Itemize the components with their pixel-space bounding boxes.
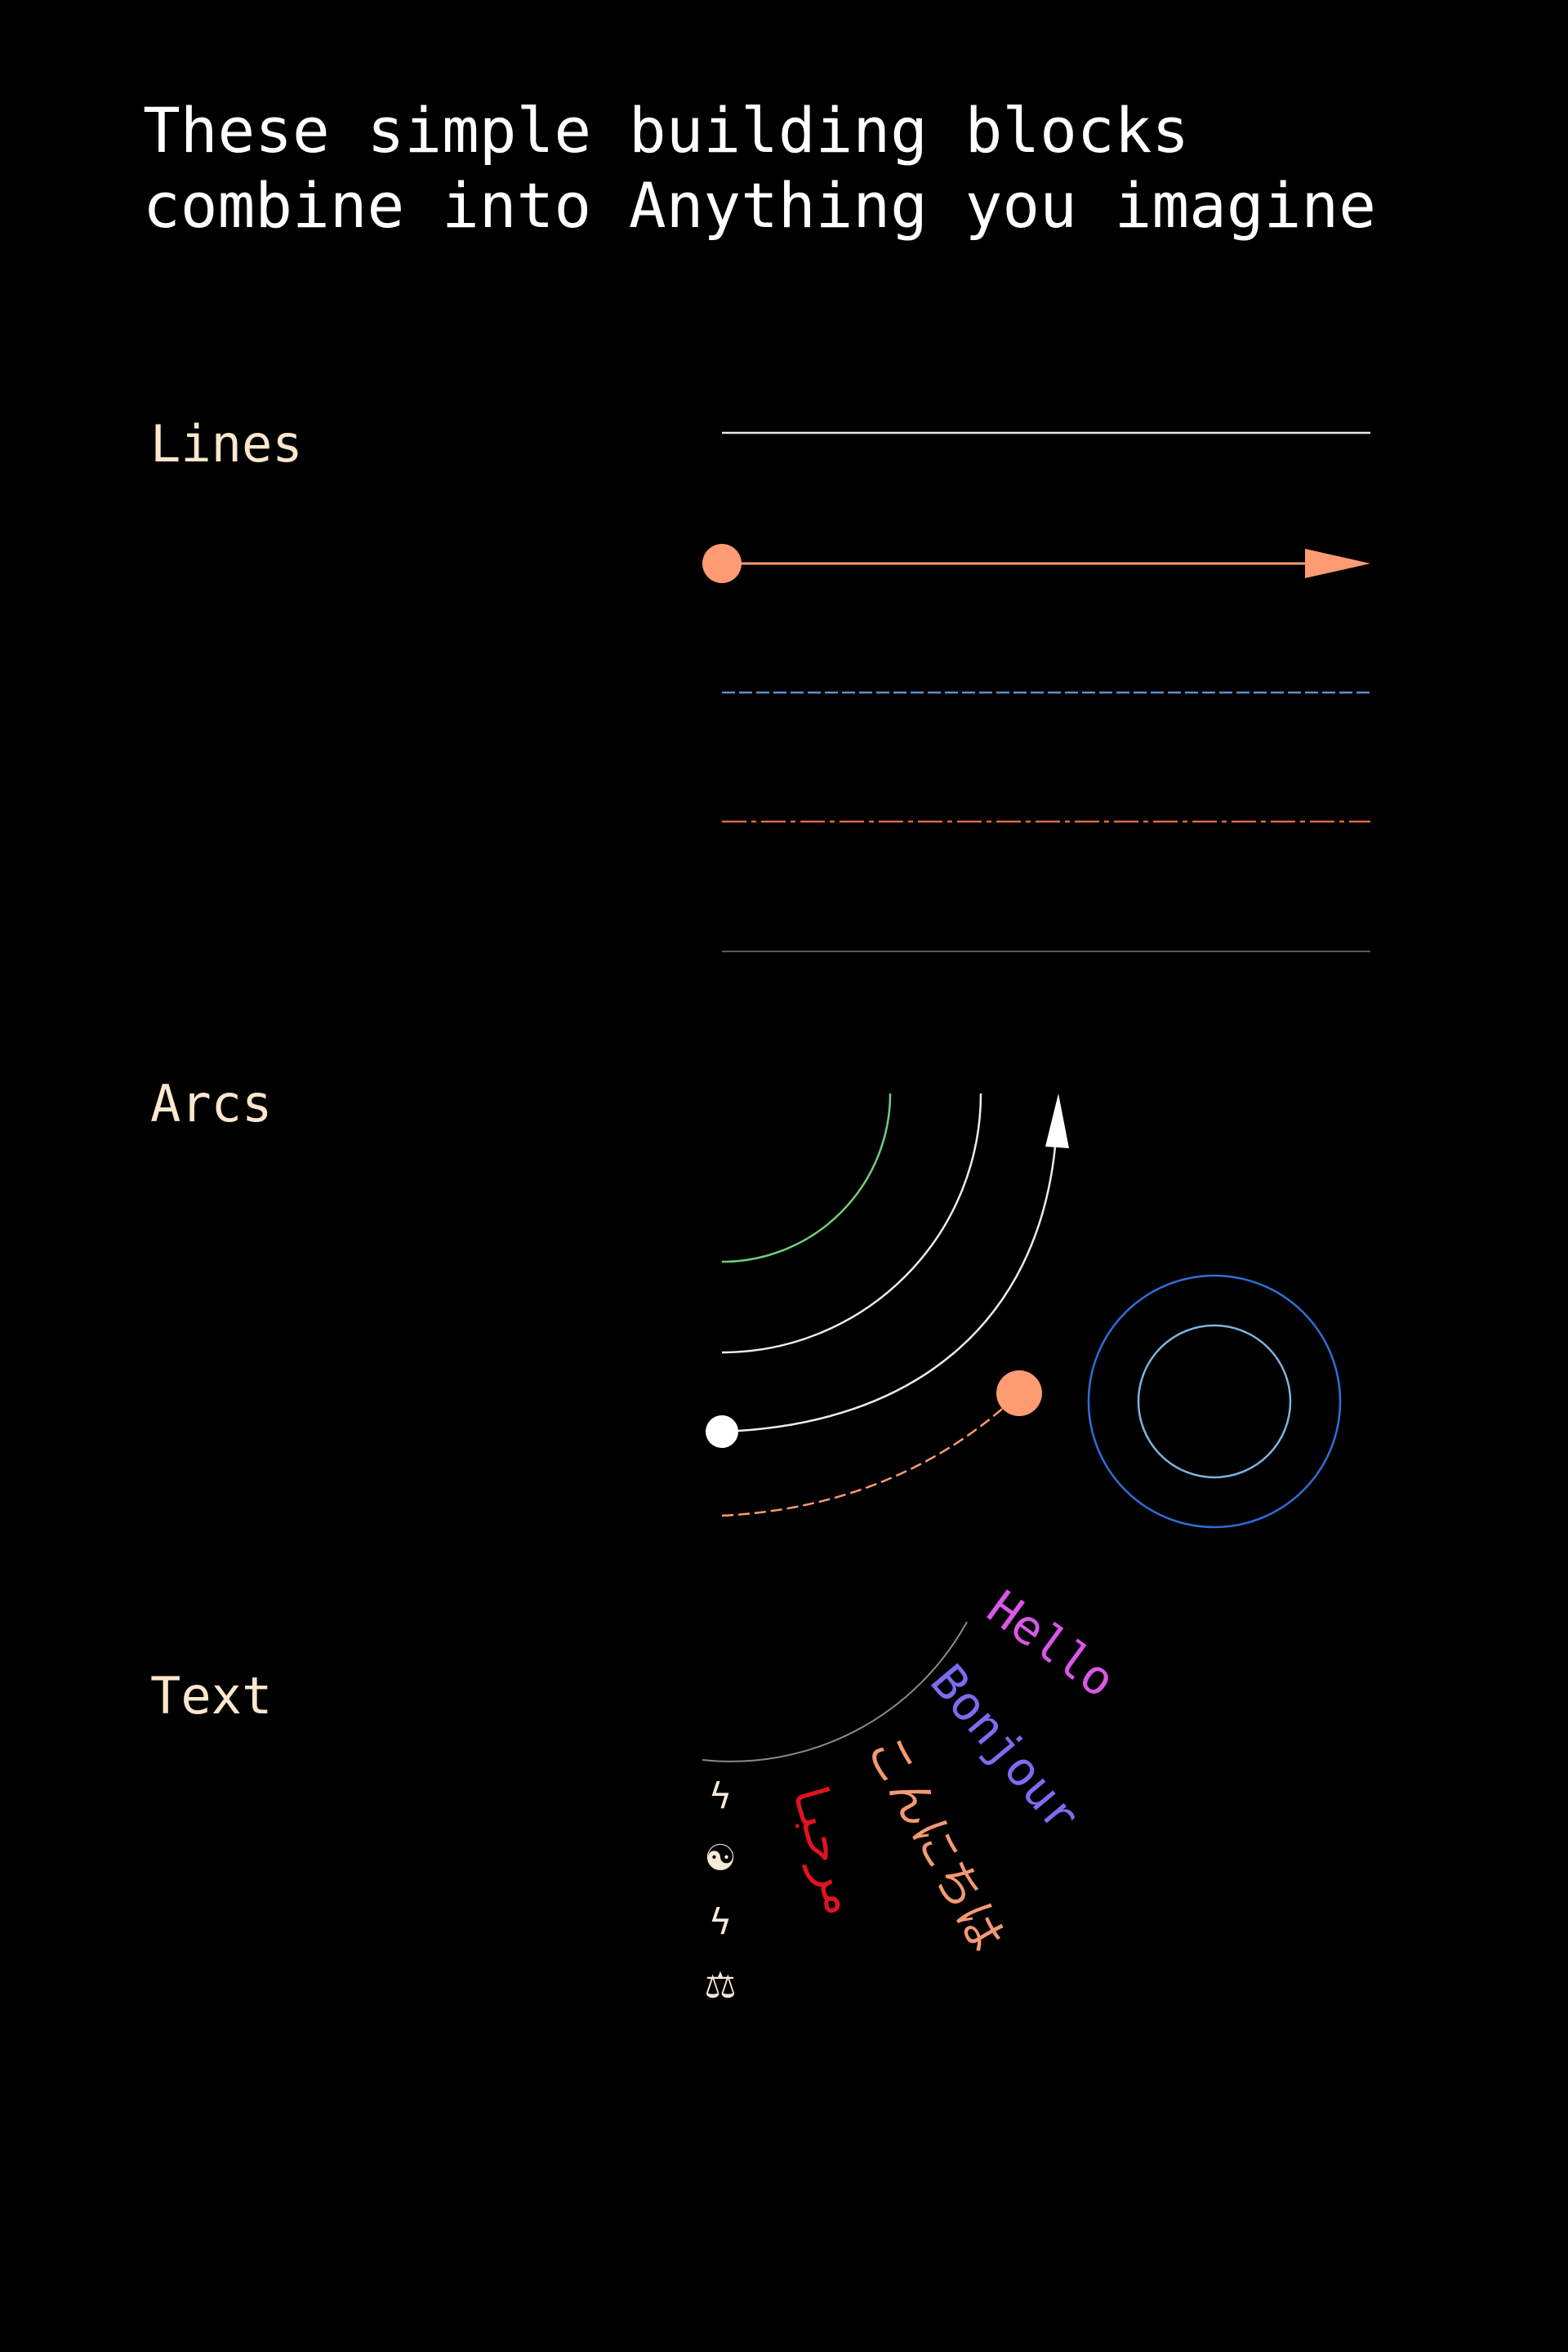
section-label-arcs: Arcs <box>150 1074 272 1134</box>
green-arc <box>721 1093 892 1263</box>
text-guide-arc <box>702 1621 968 1762</box>
white-arrow-arc <box>721 1146 1057 1433</box>
scales-icon: ⚖ <box>704 1965 736 2007</box>
title-line-2: combine into Anything you imagine <box>143 169 1376 242</box>
dashed-salmon-arc <box>721 1394 1018 1517</box>
lines-group <box>702 431 1370 952</box>
white-arc <box>721 1093 982 1354</box>
greeting-hello: Hello <box>978 1579 1125 1708</box>
section-label-lines: Lines <box>150 414 303 474</box>
inner-circle <box>1137 1324 1292 1479</box>
outer-circle <box>1087 1274 1342 1529</box>
title-line-1: These simple building blocks <box>143 94 1189 167</box>
dashed-arc-end-dot <box>996 1370 1042 1416</box>
arrow-line-start-dot <box>702 544 742 583</box>
arrowhead-icon <box>1305 549 1370 578</box>
arc-arrowhead-icon <box>1045 1094 1069 1148</box>
yin-yang-icon: ☯ <box>704 1838 736 1879</box>
section-label-text: Text <box>150 1666 272 1726</box>
greeting-marhaba: مرحبا <box>779 1771 872 1924</box>
arc-start-dot <box>706 1415 738 1448</box>
text-group: Hello Bonjour こんにちは مرحبا ϟ ☯ ϟ ⚖ <box>702 1579 1125 2007</box>
lightning-icon-2: ϟ <box>708 1901 732 1943</box>
lightning-icon: ϟ <box>708 1775 732 1817</box>
arcs-group <box>706 1093 1342 1529</box>
